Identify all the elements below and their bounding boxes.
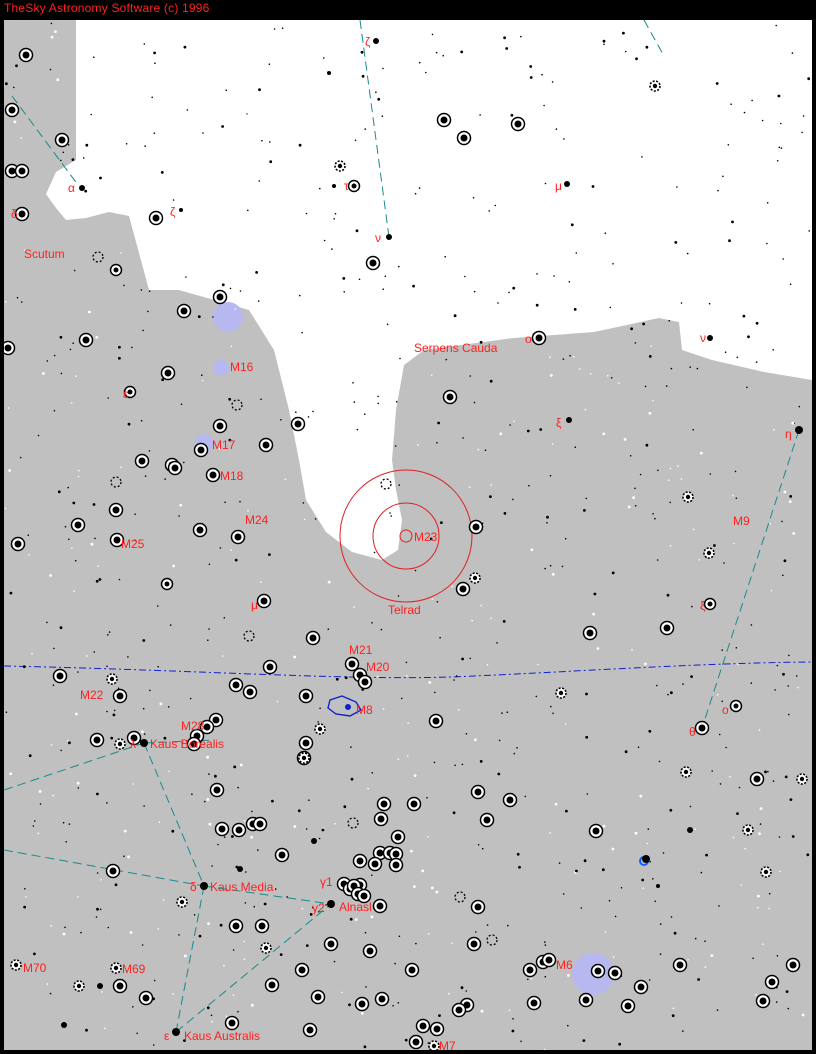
greek-mu-ser: μ: [555, 179, 562, 193]
star-greek-kaus-borealis: λ: [130, 737, 136, 751]
star-label-kaus-media: Kaus Media: [210, 880, 274, 894]
m16-core: [213, 360, 229, 376]
star-greek-alnasl: γ2: [312, 901, 325, 915]
greek-alpha-sct: α: [68, 181, 75, 195]
star-chart[interactable]: Scutum Serpens Cauda Telrad M16 M17 M18 …: [4, 20, 812, 1050]
dso-label-m6: M6: [556, 958, 573, 972]
dso-label-m21: M21: [349, 643, 373, 657]
ecliptic-line: [4, 661, 812, 679]
greek-theta-oph: θ: [689, 725, 696, 739]
telrad-finder: [339, 469, 473, 603]
star-label-kaus-australis: Kaus Australis: [184, 1029, 260, 1043]
dso-label-m20: M20: [366, 660, 390, 674]
greek-xi-oph: ξ: [700, 599, 706, 613]
star-greek-kaus-australis: ε: [164, 1029, 170, 1043]
m8-nebula: [327, 695, 362, 717]
m8-center: [345, 704, 351, 710]
dso-label-m8: M8: [356, 703, 373, 717]
dso-label-m28: M28: [181, 719, 205, 733]
telrad-middle-ring: [372, 502, 440, 570]
dso-label-m22: M22: [80, 688, 104, 702]
star-label-alnasl: Alnasl: [339, 900, 372, 914]
greek-xi-ser: ξ: [556, 416, 562, 430]
telrad-inner-ring: [399, 529, 413, 543]
m16-nebula: [213, 302, 243, 332]
greek-omicron-oph: ο: [722, 703, 729, 717]
greek-omicron-ser: ο: [525, 332, 532, 346]
star-greek-kaus-media: δ: [190, 880, 197, 894]
greek-zeta-ser: ζ: [365, 35, 371, 49]
greek-mu-sgr: μ: [251, 598, 258, 612]
greek-eta-oph: η: [785, 427, 792, 441]
dso-label-m23: M23: [414, 530, 438, 544]
greek-delta-sct: δ: [11, 207, 18, 221]
globular-clusters: [10, 80, 808, 1050]
greek-nu-oph: ν: [700, 331, 706, 345]
open-clusters: [92, 251, 498, 946]
greek-zeta-sct: ζ: [170, 205, 176, 219]
dso-label-m9: M9: [733, 514, 750, 528]
dso-label-m70: M70: [23, 961, 47, 975]
dso-label-m25: M25: [121, 537, 145, 551]
greek-nu-ser: ν: [375, 231, 381, 245]
dso-label-m18: M18: [220, 469, 244, 483]
telrad-outer-ring: [339, 469, 473, 603]
labels: Scutum Serpens Cauda Telrad M16 M17 M18 …: [11, 35, 792, 1050]
dso-label-m16: M16: [230, 360, 254, 374]
dso-label-m17: M17: [212, 438, 236, 452]
dso-label-m7: M7: [439, 1039, 456, 1050]
sky-region: [46, 20, 812, 560]
greek-tau-ser: τ: [344, 179, 349, 193]
telrad-label: Telrad: [388, 603, 421, 617]
greek-epsilon-sct: ε: [123, 387, 129, 401]
star-label-kaus-borealis: Kaus Borealis: [150, 737, 224, 751]
greek-gamma1-sgr: γ1: [320, 875, 333, 889]
constellation-label-serpens-cauda: Serpens Cauda: [414, 341, 498, 355]
window-title: TheSky Astronomy Software (c) 1996: [0, 0, 816, 17]
dso-label-m24: M24: [245, 513, 269, 527]
constellation-label-scutum: Scutum: [24, 247, 65, 261]
dso-label-m69: M69: [122, 962, 146, 976]
